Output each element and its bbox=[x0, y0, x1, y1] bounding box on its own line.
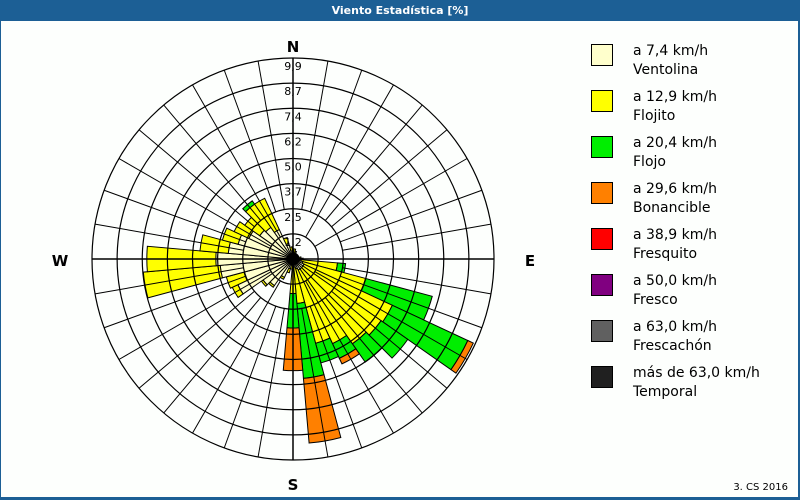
legend-swatch bbox=[591, 366, 613, 388]
rose-grid bbox=[91, 57, 495, 461]
sector-segment bbox=[199, 234, 231, 254]
ring-label: 6,2 bbox=[284, 135, 302, 148]
legend-item: a 12,9 km/h Flojito bbox=[590, 86, 790, 132]
legend-item: a 38,9 km/h Fresquito bbox=[590, 224, 790, 270]
grid-spoke bbox=[257, 60, 285, 210]
legend-range: a 38,9 km/h bbox=[633, 227, 717, 243]
sector-segment bbox=[289, 246, 293, 252]
legend-range: a 29,6 km/h bbox=[633, 181, 717, 197]
legend-range: a 63,0 km/h bbox=[633, 319, 717, 335]
grid-spoke bbox=[192, 84, 281, 238]
grid-spoke bbox=[257, 308, 285, 458]
grid-spoke bbox=[223, 69, 277, 212]
legend-swatch bbox=[591, 44, 613, 66]
direction-label-N: N bbox=[287, 38, 300, 56]
legend-name: Ventolina bbox=[633, 62, 699, 78]
grid-spoke bbox=[94, 267, 244, 295]
ring-label: 9,9 bbox=[284, 60, 302, 73]
grid-spoke bbox=[118, 271, 272, 360]
legend-swatch bbox=[591, 228, 613, 250]
grid-spoke bbox=[314, 271, 468, 360]
grid-spoke bbox=[314, 158, 468, 247]
legend-item: a 50,0 km/h Fresco bbox=[590, 270, 790, 316]
grid-spoke bbox=[118, 158, 272, 247]
ring-label: 2,5 bbox=[284, 211, 302, 224]
grid-spoke bbox=[301, 60, 329, 210]
grid-spoke bbox=[94, 223, 244, 251]
sector-segment bbox=[221, 227, 243, 245]
grid-spoke bbox=[138, 129, 255, 228]
rose-labels: 1,2 2,5 3,7 5,0 6,2 7,4 8,7 9,9 N S E W bbox=[52, 38, 535, 494]
sector-segment bbox=[293, 250, 298, 255]
sector-segment bbox=[282, 236, 290, 245]
legend-item: a 7,4 km/h Ventolina bbox=[590, 40, 790, 86]
legend-name: Bonancible bbox=[633, 200, 711, 216]
legend-name: Temporal bbox=[633, 384, 698, 400]
sector-segment bbox=[292, 248, 297, 254]
grid-spoke bbox=[138, 290, 255, 389]
rose-sectors bbox=[142, 197, 474, 444]
wind-rose-chart: 1,2 2,5 3,7 5,0 6,2 7,4 8,7 9,9 N S E W bbox=[52, 38, 535, 494]
legend-name: Flojito bbox=[633, 108, 676, 124]
legend-name: Fresco bbox=[633, 292, 678, 308]
ring-label: 3,7 bbox=[284, 186, 302, 199]
grid-spoke bbox=[324, 104, 423, 221]
ring-label: 1,2 bbox=[284, 236, 302, 249]
sector-segment bbox=[302, 374, 342, 444]
legend-range: a 50,0 km/h bbox=[633, 273, 717, 289]
grid-spoke bbox=[342, 223, 492, 251]
grid-spoke bbox=[309, 69, 363, 212]
grid-spoke bbox=[223, 306, 277, 449]
grid-spoke bbox=[103, 189, 246, 243]
legend-swatch bbox=[591, 182, 613, 204]
legend-swatch bbox=[591, 90, 613, 112]
grid-spoke bbox=[301, 308, 329, 458]
grid-spoke bbox=[340, 275, 483, 329]
legend-swatch bbox=[591, 136, 613, 158]
legend-swatch bbox=[591, 274, 613, 296]
ring-label: 5,0 bbox=[284, 161, 302, 174]
direction-label-E: E bbox=[525, 252, 535, 270]
grid-spoke bbox=[324, 297, 423, 414]
ring-label: 7,4 bbox=[284, 110, 302, 123]
ring-label: 8,7 bbox=[284, 85, 302, 98]
legend-range: más de 63,0 km/h bbox=[633, 365, 760, 381]
grid-spoke bbox=[340, 189, 483, 243]
legend-range: a 12,9 km/h bbox=[633, 89, 717, 105]
grid-spoke bbox=[342, 267, 492, 295]
legend-range: a 20,4 km/h bbox=[633, 135, 717, 151]
grid-spoke bbox=[192, 280, 281, 434]
legend-range: a 7,4 km/h bbox=[633, 43, 709, 59]
grid-spoke bbox=[331, 129, 448, 228]
legend-item: a 29,6 km/h Bonancible bbox=[590, 178, 790, 224]
grid-spoke bbox=[331, 290, 448, 389]
legend-item: a 63,0 km/h Frescachón bbox=[590, 316, 790, 362]
direction-label-S: S bbox=[288, 476, 299, 494]
legend-name: Fresquito bbox=[633, 246, 698, 262]
chart-panel: 1,2 2,5 3,7 5,0 6,2 7,4 8,7 9,9 N S E W a 7,4 km/h V… bbox=[1, 21, 798, 497]
window-title: Viento Estadística [%] bbox=[331, 4, 469, 17]
grid-spoke bbox=[103, 275, 246, 329]
direction-label-W: W bbox=[52, 252, 69, 270]
legend-item: a 20,4 km/h Flojo bbox=[590, 132, 790, 178]
grid-spoke bbox=[309, 306, 363, 449]
legend-item: más de 63,0 km/h Temporal bbox=[590, 362, 790, 408]
grid-spoke bbox=[305, 280, 394, 434]
grid-spoke bbox=[163, 104, 262, 221]
legend-swatch bbox=[591, 320, 613, 342]
legend-name: Frescachón bbox=[633, 338, 712, 354]
copyright-text: 3. CS 2016 bbox=[733, 482, 788, 493]
legend-name: Flojo bbox=[633, 154, 666, 170]
grid-spoke bbox=[305, 84, 394, 238]
grid-spoke bbox=[163, 297, 262, 414]
